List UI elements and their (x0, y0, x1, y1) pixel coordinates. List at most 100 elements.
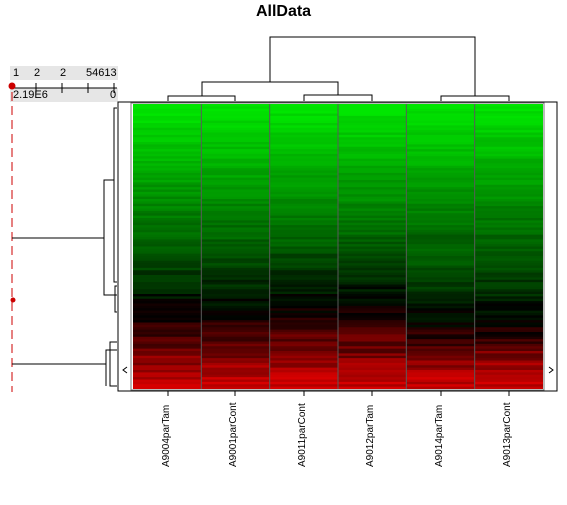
heatmap-cell (133, 146, 202, 150)
heatmap-cell (201, 332, 271, 335)
heatmap-cell (474, 355, 543, 359)
heatmap-cell (338, 130, 407, 134)
heatmap-cell (406, 275, 476, 278)
heatmap-cell (406, 320, 476, 324)
heatmap-cell (269, 206, 339, 210)
heatmap-cell (269, 172, 339, 176)
heatmap-cell (338, 277, 407, 281)
heatmap-cell (338, 296, 407, 300)
heatmap-cell (406, 203, 476, 207)
cut-level-handle[interactable] (8, 82, 16, 90)
heatmap-cell (474, 218, 543, 221)
heatmap-cell (406, 123, 476, 126)
heatmap-cell (338, 248, 407, 252)
heatmap-cell (201, 237, 271, 240)
heatmap-cell (338, 215, 407, 219)
heatmap-column-dividers (200, 104, 476, 389)
heatmap-cell (201, 177, 271, 181)
heatmap-cell (201, 239, 271, 243)
heatmap-cell (201, 149, 271, 153)
row-range-marker-right[interactable] (548, 366, 554, 374)
heatmap-cell (474, 267, 543, 271)
heatmap-cell (406, 263, 476, 267)
cut-level-marker[interactable] (10, 297, 16, 303)
heatmap-cell (269, 215, 339, 219)
heatmap-cell (474, 284, 543, 288)
heatmap-cell (133, 384, 202, 388)
heatmap-cell (201, 134, 271, 138)
heatmap-cell (406, 227, 476, 231)
heatmap-cell (133, 348, 202, 352)
heatmap-cell (474, 263, 543, 267)
heatmap-cell (406, 362, 476, 366)
heatmap-cell (338, 284, 407, 288)
heatmap-cell (474, 132, 543, 136)
heatmap-cell (474, 123, 543, 126)
heatmap-cell (269, 386, 339, 389)
heatmap-cell (133, 241, 202, 245)
heatmap-cell (474, 115, 543, 119)
scale-tick-4: 54613 (86, 67, 117, 79)
heatmap-cell (338, 310, 407, 314)
heatmap-cell (269, 180, 339, 183)
heatmap-cell (406, 313, 476, 316)
heatmap-cell (269, 115, 339, 119)
heatmap-cell (406, 146, 476, 150)
heatmap-cell (201, 187, 271, 191)
heatmap-cell (338, 189, 407, 193)
heatmap-cell (338, 149, 407, 153)
row-range-marker-left[interactable] (122, 366, 128, 374)
heatmap-cell (406, 232, 476, 236)
heatmap-cell (201, 222, 271, 226)
heatmap-cell (338, 165, 407, 169)
heatmap-cell (201, 277, 271, 281)
heatmap-cell (269, 310, 339, 314)
heatmap-cell (201, 182, 271, 186)
heatmap-cell (133, 106, 202, 110)
heatmap-cell (474, 139, 543, 143)
heatmap-cell (269, 134, 339, 138)
heatmap-cell (406, 175, 476, 179)
heatmap-cell (133, 177, 202, 181)
heatmap-cell (201, 265, 271, 269)
heatmap-cell (406, 248, 476, 252)
row-dendrogram (12, 107, 117, 387)
heatmap-cell (133, 339, 202, 343)
column-label-2: A9001parCont (228, 402, 239, 468)
heatmap-cell (269, 213, 339, 217)
heatmap-cell (201, 258, 271, 262)
heatmap-cell (338, 168, 407, 172)
heatmap-cell (406, 381, 476, 385)
heatmap-cell (474, 215, 543, 219)
heatmap-cell (201, 104, 271, 107)
heatmap-cell (474, 229, 543, 233)
heatmap-cell (406, 161, 476, 164)
heatmap-cell (474, 258, 543, 262)
heatmap-cell (201, 153, 271, 157)
heatmap-cell (133, 322, 202, 326)
heatmap-cell (269, 163, 339, 167)
heatmap-cell (474, 182, 543, 186)
heatmap-cell (133, 156, 202, 160)
heatmap-cell (201, 227, 271, 231)
heatmap-cell (133, 194, 202, 198)
heatmap-cell (133, 265, 202, 269)
heatmap-cell (338, 206, 407, 210)
heatmap-cell (338, 386, 407, 389)
heatmap-cell (133, 308, 202, 312)
heatmap-cell (338, 343, 407, 347)
heatmap-cell (133, 168, 202, 172)
heatmap-cell (406, 113, 476, 117)
heatmap-cell (201, 213, 271, 217)
heatmap-cell (406, 165, 476, 169)
heatmap-cell (269, 339, 339, 343)
heatmap-cell (474, 161, 543, 164)
heatmap-cell (269, 308, 339, 312)
heatmap-cell (406, 127, 476, 131)
heatmap-cell (406, 303, 476, 307)
heatmap-cell (269, 137, 339, 141)
heatmap-cell (474, 151, 543, 155)
heatmap-cell (133, 267, 202, 271)
cluster-scale-bar: 1 2 2 54613 2.19E6 0 (10, 66, 118, 102)
heatmap-cell (406, 343, 476, 347)
